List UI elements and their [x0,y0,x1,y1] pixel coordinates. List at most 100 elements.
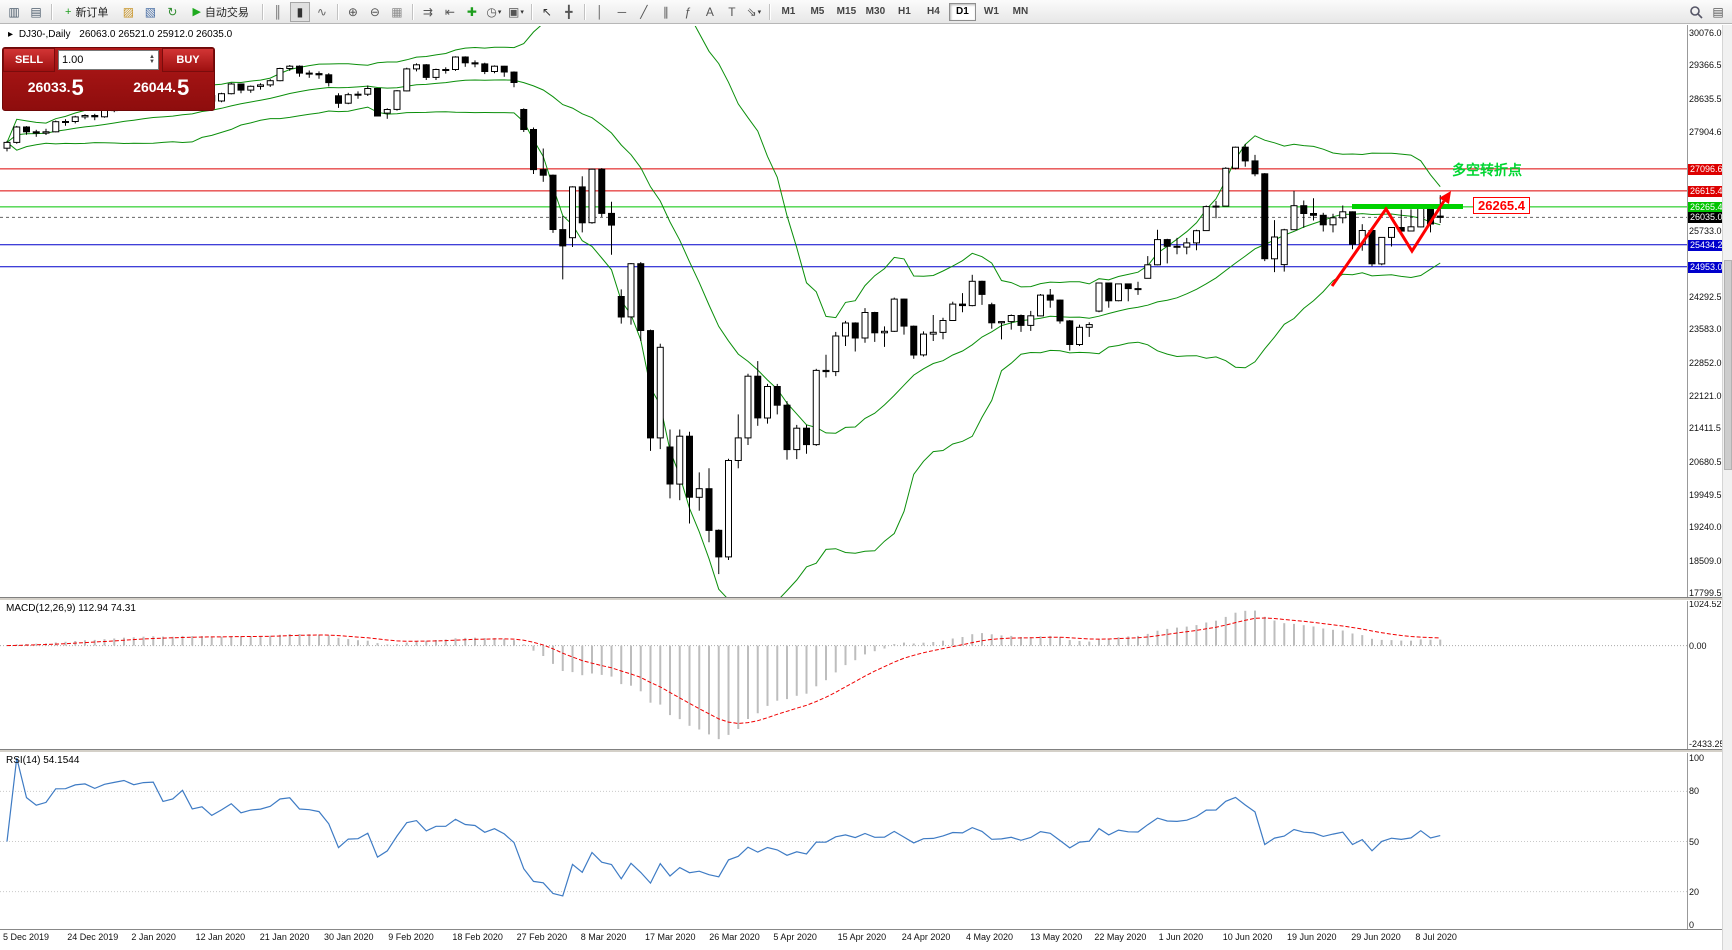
text-icon[interactable]: A [700,2,720,22]
trendline-icon: ╱ [640,4,648,19]
zoom-out-icon: ⊖ [369,4,380,19]
market-watch-icon[interactable]: ▨ [118,2,138,22]
scrollbar-thumb[interactable] [1724,260,1732,470]
time-axis-label: 22 May 2020 [1094,932,1147,942]
horizontal-line-icon[interactable]: ─ [612,2,632,22]
autotrading-button[interactable]: ▶ 自动交易 [184,2,256,22]
bar-chart-icon[interactable]: ║ [268,2,288,22]
timeframe-m15-button[interactable]: M15 [833,3,860,21]
buy-price: 26044. 5 [109,72,215,110]
buy-button[interactable]: BUY [162,48,214,72]
new-chart-icon: ▥ [8,4,20,19]
new-order-button[interactable]: + 新订单 [57,2,116,22]
periods-icon[interactable]: ◷ ▾ [484,2,504,22]
time-axis-label: 5 Apr 2020 [773,932,817,942]
search-icon[interactable] [1686,2,1706,22]
axis-tick-label: 28635.5 [1689,93,1722,104]
panel-divider[interactable] [0,749,1722,753]
rsi-layer [0,757,1687,897]
volume-up-icon[interactable]: ▲ [149,54,155,60]
volume-spinner-icons[interactable]: ▲ ▼ [149,54,155,65]
dropdown-caret-icon: ▾ [497,8,502,16]
axis-tick-label: 25733.0 [1689,226,1722,237]
timeframe-d1-button-label: D1 [956,6,969,17]
text-label-icon: T [728,4,736,19]
time-axis-label: 30 Jan 2020 [324,932,374,942]
price-annotation-label: 26265.4 [1473,197,1530,214]
axis-tick-label: 30076.0 [1689,28,1722,38]
indicators-icon[interactable]: ✚ [462,2,482,22]
time-axis-label: 2 Jan 2020 [131,932,176,942]
timeframe-mn-button[interactable]: MN [1007,3,1034,21]
chart-ohlc-header: ▸ DJ30-,Daily 26063.0 26521.0 25912.0 26… [8,29,232,40]
volume-stepper[interactable]: 1.00 ▲ ▼ [58,50,159,70]
crosshair-icon[interactable]: ╋ [559,2,579,22]
toolbar-separator [411,3,413,20]
templates-icon[interactable]: ▣ ▾ [506,2,526,22]
volume-down-icon[interactable]: ▼ [149,59,155,65]
chart-shift-icon: ⇤ [444,4,455,19]
trendline-icon[interactable]: ╱ [634,2,654,22]
channel-icon[interactable]: ∥ [656,2,676,22]
candlestick-chart-icon[interactable]: ▮ [289,1,310,22]
line-chart-icon[interactable]: ∿ [312,2,332,22]
layout-icon[interactable]: ▤ [1708,2,1728,22]
timeframe-w1-button[interactable]: W1 [978,3,1005,21]
timeframe-m30-button[interactable]: M30 [862,3,889,21]
price-level-label: 26615.4 [1688,185,1725,197]
chart-ohlc-values: 26063.0 26521.0 25912.0 26035.0 [79,29,233,40]
axis-tick-label: 19949.5 [1689,489,1722,500]
rsi-axis-label: 20 [1689,886,1700,897]
timeframe-h4-button[interactable]: H4 [920,3,947,21]
panel-divider[interactable] [0,597,1722,601]
refresh-icon[interactable]: ↻ [162,2,182,22]
new-chart-icon[interactable]: ▥ [4,2,24,22]
chart-symbol-label: DJ30-,Daily [18,29,71,40]
periods-icon: ◷ [486,4,497,19]
chart-shift-icon[interactable]: ⇤ [440,2,460,22]
sell-button[interactable]: SELL [3,48,55,72]
time-axis-label: 9 Feb 2020 [388,932,434,942]
axis-tick-label: 22852.0 [1689,357,1722,368]
timeframe-d1-button[interactable]: D1 [948,2,976,21]
pivot-line-annotation [1352,204,1463,209]
text-label-icon[interactable]: T [722,2,742,22]
price-level-label: 24953.0 [1688,261,1725,273]
symbol-marker-icon: ▸ [8,29,14,40]
axis-tick-label: 18509.0 [1689,555,1722,566]
chart-profiles-icon[interactable]: ▤ [26,2,46,22]
timeframe-h1-button[interactable]: H1 [891,3,918,21]
navigator-icon[interactable]: ▧ [140,2,160,22]
vertical-line-icon[interactable]: │ [590,2,610,22]
time-axis-label: 8 Mar 2020 [580,932,627,942]
axis-tick-label: 21411.5 [1689,423,1721,434]
timeframe-m1-button[interactable]: M1 [775,3,802,21]
zoom-in-icon[interactable]: ⊕ [343,2,363,22]
timeframe-m1-button-label: M1 [781,6,796,17]
main-chart-layer[interactable] [0,0,1687,609]
axis-tick-label: 23583.0 [1689,324,1722,335]
arrows-icon[interactable]: ⇘ ▾ [744,2,764,22]
autotrading-play-icon: ▶ [192,6,201,18]
rsi-indicator-header: RSI(14) 54.1544 [6,755,80,766]
timeframe-m30-button-label: M30 [865,6,886,17]
vertical-scrollbar[interactable] [1722,25,1732,950]
fibonacci-icon[interactable]: ƒ [678,2,698,22]
rsi-axis-label: 0 [1689,920,1695,930]
timeframe-m5-button[interactable]: M5 [804,3,831,21]
time-axis-label: 5 Dec 2019 [3,932,50,942]
zoom-out-icon[interactable]: ⊖ [365,2,385,22]
one-click-trading-panel: SELL 1.00 ▲ ▼ BUY 26033. 5 26044. 5 [2,47,215,111]
price-axis-separator [1687,25,1688,929]
auto-scroll-icon: ⇉ [422,4,433,19]
price-level-label: 27096.6 [1688,163,1725,175]
tile-windows-icon[interactable]: ▦ [387,2,407,22]
cursor-icon[interactable]: ↖ [537,2,557,22]
time-axis-label: 13 May 2020 [1030,932,1083,942]
toolbar-separator [51,3,52,20]
line-chart-icon: ∿ [316,4,327,19]
auto-scroll-icon[interactable]: ⇉ [418,2,438,22]
arrowhead-icon [1439,191,1451,204]
vertical-line-icon: │ [596,4,604,19]
